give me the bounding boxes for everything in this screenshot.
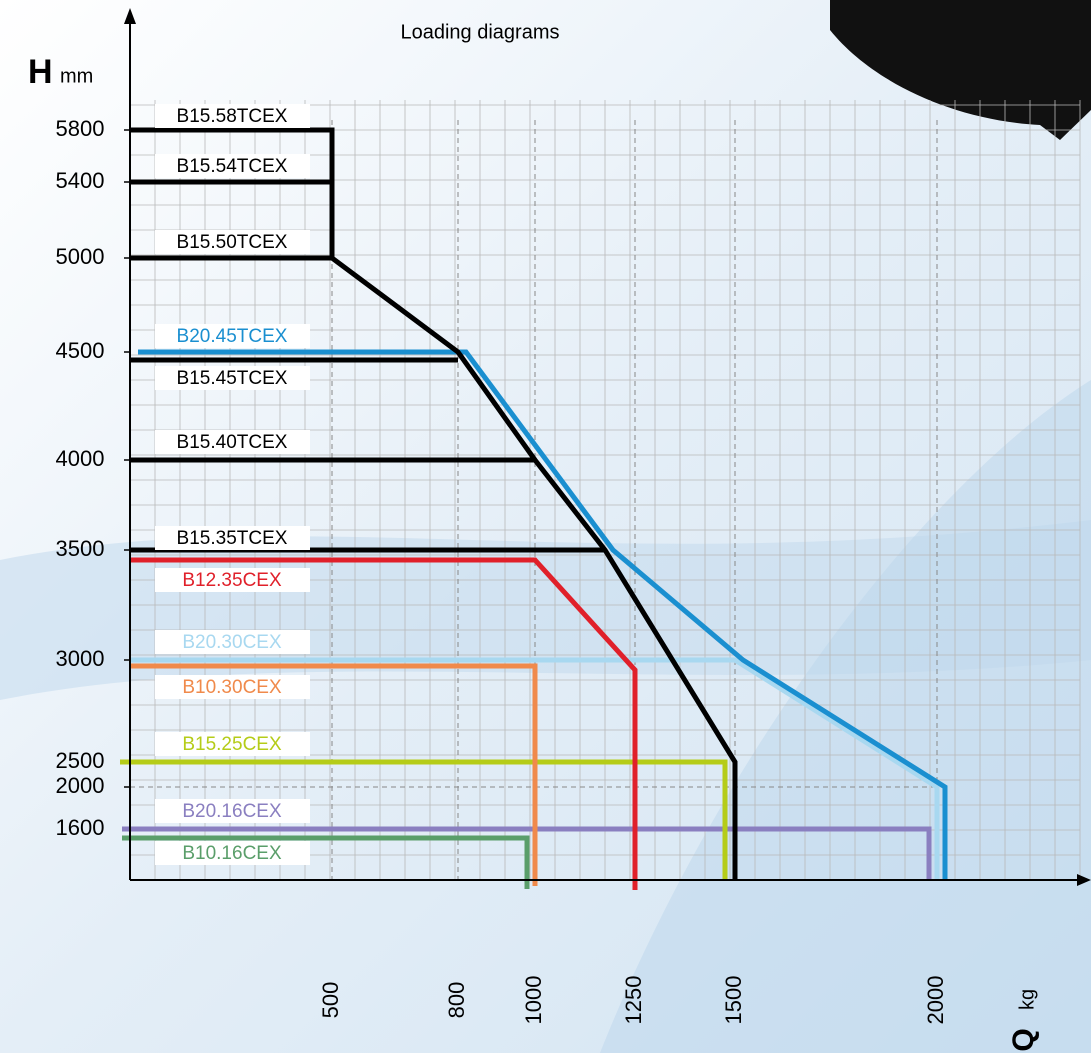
y-tick-label: 5800 <box>56 116 105 141</box>
legend-label: B15.54TCEX <box>177 156 288 177</box>
legend-label: B15.25CEX <box>182 734 282 755</box>
legend-label: B15.58TCEX <box>177 106 288 127</box>
legend-label: B20.16CEX <box>182 801 282 822</box>
x-tick-label: 500 <box>318 982 343 1019</box>
y-tick-label: 4500 <box>56 338 105 363</box>
legend-label: B15.45TCEX <box>177 368 288 389</box>
y-tick-label: 2000 <box>56 773 105 798</box>
x-tick-label: 2000 <box>923 976 948 1025</box>
chart: 1600200025003000350040004500500054005800… <box>0 0 1091 1053</box>
y-tick-label: 4000 <box>56 446 105 471</box>
x-unit: kg <box>1016 989 1038 1010</box>
x-tick-label: 800 <box>444 982 469 1019</box>
y-unit: mm <box>60 65 93 87</box>
legend-label: B20.30CEX <box>182 632 282 653</box>
y-tick-label: 3000 <box>56 646 105 671</box>
legend-label: B15.35TCEX <box>177 528 288 549</box>
legend-label: B15.40TCEX <box>177 432 288 453</box>
x-label: Q <box>1007 1028 1040 1051</box>
y-tick-label: 2500 <box>56 748 105 773</box>
legend-label: B12.35CEX <box>182 570 282 591</box>
y-label: H <box>28 53 53 91</box>
x-tick-label: 1250 <box>621 976 646 1025</box>
x-tick-label: 1000 <box>521 976 546 1025</box>
legend-label: B20.45TCEX <box>177 326 288 347</box>
y-tick-label: 3500 <box>56 536 105 561</box>
legend-label: B10.30CEX <box>182 677 282 698</box>
y-tick-label: 1600 <box>56 815 105 840</box>
chart-title: Loading diagrams <box>401 21 560 43</box>
y-tick-label: 5000 <box>56 244 105 269</box>
legend-label: B15.50TCEX <box>177 232 288 253</box>
y-tick-label: 5400 <box>56 168 105 193</box>
x-tick-label: 1500 <box>721 976 746 1025</box>
legend-label: B10.16CEX <box>182 843 282 864</box>
